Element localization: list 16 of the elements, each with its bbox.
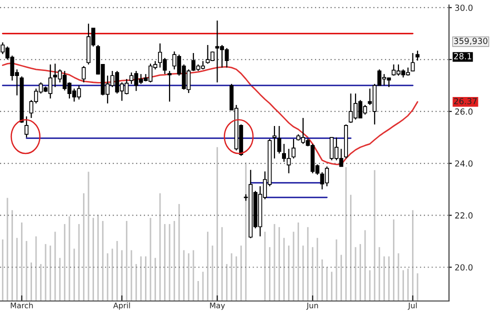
text: 26.37 xyxy=(454,98,477,104)
y-tick-label: 30.0 xyxy=(455,4,473,11)
candlestick xyxy=(24,116,29,138)
candlestick xyxy=(292,138,296,160)
y-tick-label: 26.0 xyxy=(455,108,473,115)
y-tick-label: 22.0 xyxy=(455,212,473,219)
candlestick xyxy=(272,125,276,160)
candlestick xyxy=(82,65,86,83)
y-tick-label: 20.0 xyxy=(455,264,473,271)
text: 28.1 xyxy=(454,53,472,60)
y-tick-label: 24.0 xyxy=(455,160,473,167)
text: 359,930 xyxy=(454,38,488,45)
candlestick xyxy=(416,50,420,62)
candlestick xyxy=(168,70,172,102)
candlestick xyxy=(277,125,282,154)
candlestick xyxy=(410,52,415,72)
